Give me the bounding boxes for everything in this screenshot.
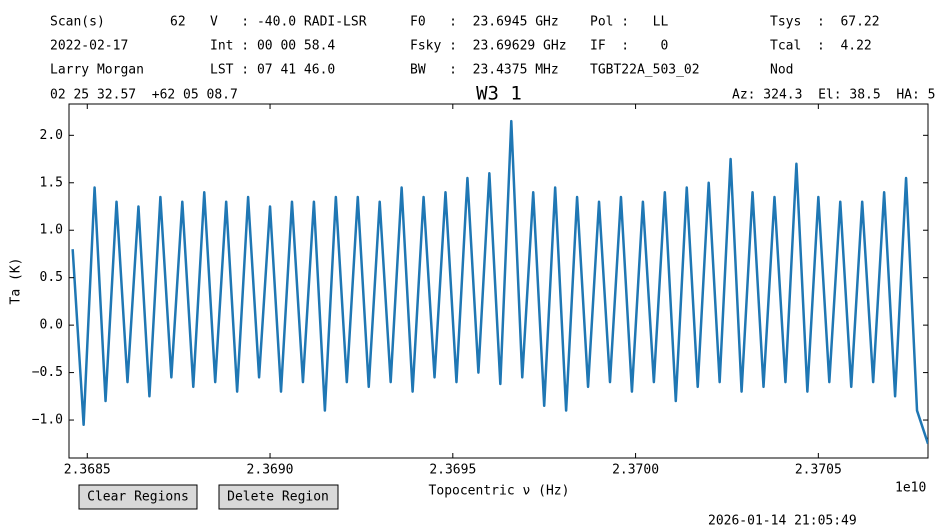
header-field: BW : 23.4375 MHz <box>410 63 559 78</box>
header-field: 2022-02-17 <box>50 39 128 54</box>
header-field: Pol : LL <box>590 15 668 30</box>
header-field: Int : 00 00 58.4 <box>210 39 335 54</box>
header-field: LST : 07 41 46.0 <box>210 63 335 78</box>
header-field: IF : 0 <box>590 39 668 54</box>
header-field: TGBT22A_503_02 <box>590 63 700 78</box>
header-field: 62 <box>170 15 186 30</box>
y-axis-label: Ta (K) <box>9 258 24 305</box>
header-field: V : -40.0 RADI-LSR <box>210 15 367 30</box>
x-tick-label: 2.3690 <box>247 463 294 478</box>
y-tick-label: 0.0 <box>40 318 63 333</box>
timestamp: 2026-01-14 21:05:49 <box>708 514 857 529</box>
header-field: Tcal : 4.22 <box>770 39 872 54</box>
y-tick-label: 1.5 <box>40 175 63 190</box>
x-tick-label: 2.3695 <box>429 463 476 478</box>
y-tick-label: 2.0 <box>40 128 63 143</box>
delete-region-label[interactable]: Delete Region <box>227 490 329 505</box>
header-field: Larry Morgan <box>50 63 144 78</box>
y-tick-label: 0.5 <box>40 270 63 285</box>
y-tick-label: −1.0 <box>32 413 63 428</box>
x-tick-label: 2.3700 <box>612 463 659 478</box>
y-tick-label: −0.5 <box>32 365 63 380</box>
chart-title: W3 1 <box>476 83 522 105</box>
header: Scan(s) 62 V : -40.0 RADI-LSR F0 : 23.6945 … <box>50 15 880 78</box>
x-tick-label: 2.3705 <box>795 463 842 478</box>
x-offset-label: 1e10 <box>895 481 926 496</box>
plot-area <box>68 103 929 459</box>
header-field: F0 : 23.6945 GHz <box>410 15 559 30</box>
y-tick-label: 1.0 <box>40 223 63 238</box>
header-field: Tsys : 67.22 <box>770 15 880 30</box>
header-field: Scan(s) <box>50 15 105 30</box>
spectrum-line <box>71 119 928 445</box>
x-tick-label: 2.3685 <box>64 463 111 478</box>
delete-region-button[interactable] <box>218 484 339 510</box>
x-axis-label: Topocentric ν (Hz) <box>429 484 570 499</box>
coords: 02 25 32.57 +62 05 08.7 <box>50 88 238 103</box>
header-field: Fsky : 23.69629 GHz <box>410 39 567 54</box>
clear-regions-label[interactable]: Clear Regions <box>87 490 189 505</box>
header-field: Nod <box>770 63 793 78</box>
clear-regions-button[interactable] <box>78 484 198 510</box>
pointing: Az: 324.3 El: 38.5 HA: 5.2 <box>732 88 937 103</box>
